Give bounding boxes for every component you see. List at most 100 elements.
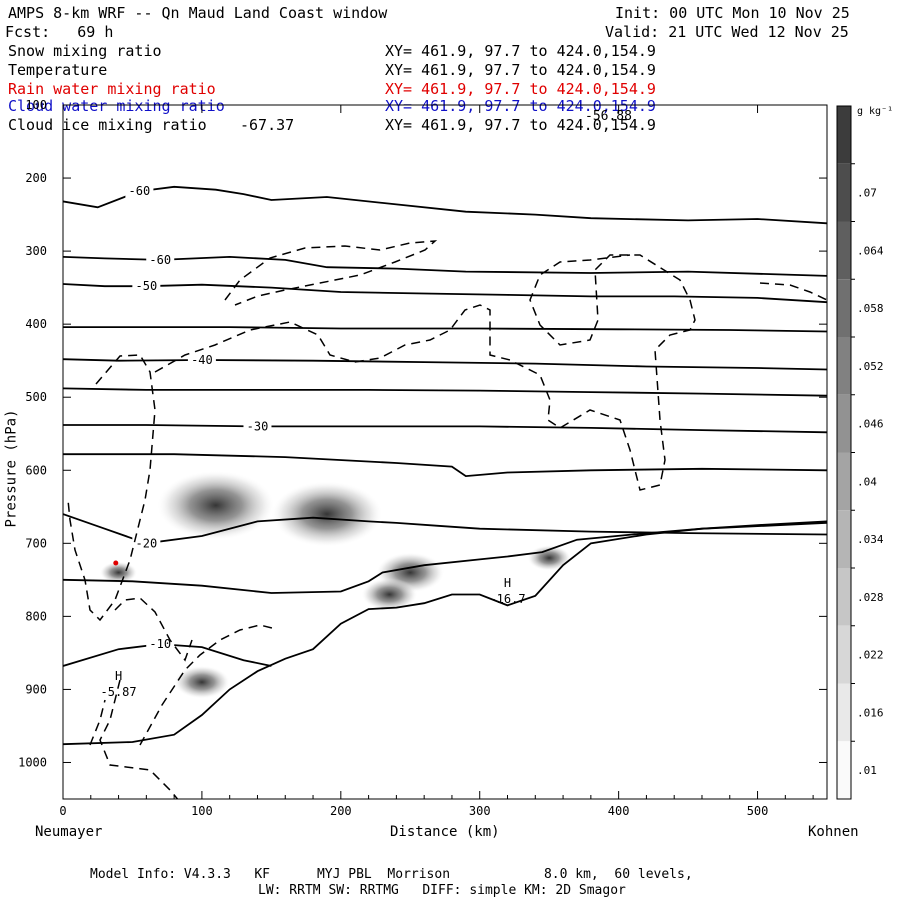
x-tick-label-3: 300 — [469, 804, 491, 818]
field-label-cloud-ice: Cloud ice mixing ratio — [8, 116, 207, 134]
cloud-ice-contour-5 — [139, 624, 273, 746]
contour-label-bg-4 — [187, 352, 216, 367]
cloud-ice-contour-6 — [89, 699, 106, 746]
colorbar-segment-6 — [837, 452, 851, 511]
y-tick-label-7: 800 — [25, 609, 47, 623]
contour-label-8: -20 — [136, 536, 158, 550]
snow-maximum-0 — [157, 471, 274, 540]
snow-maximum-1 — [271, 481, 382, 547]
field-xy-cloud-ice: XY= 461.9, 97.7 to 424.0,154.9 — [385, 116, 656, 134]
terrain-line — [63, 520, 827, 746]
init-time: Init: 00 UTC Mon 10 Nov 25 — [615, 4, 850, 22]
snow-maximum-4 — [527, 545, 571, 571]
high-marker-value-0: -5.87 — [101, 685, 137, 699]
contour-label-bg-10 — [146, 637, 175, 652]
contour-label-bg-0 — [125, 184, 154, 199]
high-marker-1: H — [504, 576, 511, 590]
colorbar-label-6: .034 — [857, 533, 884, 546]
colorbar-label-0: .07 — [857, 187, 877, 200]
x-tick-label-2: 200 — [330, 804, 352, 818]
temperature-contour-6 — [63, 424, 827, 434]
high-marker-0: H — [115, 669, 122, 683]
x-tick-label-1: 100 — [191, 804, 213, 818]
snow-shading-layer — [100, 471, 571, 699]
y-tick-label-4: 500 — [25, 390, 47, 404]
field-label-temperature: Temperature — [8, 61, 108, 79]
colorbar-segment-7 — [837, 510, 851, 568]
field-xy-snow: XY= 461.9, 97.7 to 424.0,154.9 — [385, 42, 656, 60]
colorbar-label-2: .058 — [857, 302, 884, 315]
cloud-ice-contour-0 — [224, 240, 438, 306]
plot-frame — [62, 104, 828, 800]
colorbar-label-7: .028 — [857, 591, 884, 604]
colorbar-label-4: .046 — [857, 418, 884, 431]
x-tick-label-4: 400 — [608, 804, 630, 818]
colorbar-unit: g kg⁻¹ — [857, 106, 893, 117]
snow-maximum-5 — [174, 665, 230, 699]
colorbar-segment-0 — [837, 106, 851, 164]
contour-label-1: -60 — [149, 253, 171, 267]
temperature-contour-5 — [63, 387, 827, 397]
colorbar-label-9: .016 — [857, 706, 884, 719]
colorbar-label-10: .01 — [857, 764, 877, 777]
cloud-ice-contour-7 — [114, 597, 193, 662]
footer-physics-info: LW: RRTM SW: RRTMG DIFF: simple KM: 2D S… — [258, 883, 626, 898]
colorbar-segment-11 — [837, 741, 851, 799]
temperature-contour-layer: -60 -60 -50 -40 -30 -20 -10 H -5.87 H -16.7 — [63, 184, 827, 746]
x-tick-label-0: 0 — [59, 804, 66, 818]
contour-label-10: -10 — [149, 637, 171, 651]
temperature-contour-9 — [63, 522, 827, 594]
cloud-ice-contour-3 — [759, 282, 827, 301]
field-label-rain: Rain water mixing ratio — [8, 80, 216, 98]
y-tick-label-3: 400 — [25, 317, 47, 331]
chart-title: AMPS 8-km WRF -- Qn Maud Land Coast wind… — [8, 4, 388, 22]
cloud-ice-contour-2 — [154, 254, 696, 491]
contour-label-0: -60 — [129, 184, 151, 198]
field-xy-temperature: XY= 461.9, 97.7 to 424.0,154.9 — [385, 61, 656, 79]
contour-label-2: -50 — [136, 279, 158, 293]
overlap-value: -56.88 — [585, 109, 632, 124]
axes-layer: 0 100 200 300 400 500 100 200 300 400 500 600 700 800… — [18, 98, 827, 818]
rain-water-point — [113, 560, 119, 566]
temperature-contour-7 — [63, 453, 827, 478]
contour-label-bg-8 — [132, 536, 161, 551]
field-xy-rain: XY= 461.9, 97.7 to 424.0,154.9 — [385, 80, 656, 98]
y-tick-label-9: 1000 — [18, 755, 47, 769]
y-tick-label-0: 100 — [25, 98, 47, 112]
temperature-contour-1 — [63, 255, 827, 277]
colorbar-segment-1 — [837, 163, 851, 222]
x-tick-label-5: 500 — [747, 804, 769, 818]
temperature-contour-4 — [63, 358, 827, 371]
forecast-hour: Fcst: 69 h — [5, 23, 114, 41]
colorbar-label-5: .04 — [857, 475, 877, 488]
contour-label-4: -40 — [191, 353, 213, 367]
colorbar-label-8: .022 — [857, 649, 884, 662]
temperature-contour-0 — [63, 185, 827, 225]
valid-time: Valid: 21 UTC Wed 12 Nov 25 — [605, 23, 849, 41]
colorbar-segment-9 — [837, 625, 851, 684]
y-tick-label-5: 600 — [25, 463, 47, 477]
colorbar: .07 .064 .058 .052 .046 .04 .034 .028 .022 .016 .0… — [836, 105, 893, 800]
temperature-contour-10 — [63, 643, 272, 667]
contour-label-bg-1 — [146, 252, 175, 267]
cloud-ice-contour-4 — [99, 679, 179, 799]
colorbar-label-1: .064 — [857, 244, 884, 257]
y-tick-label-2: 300 — [25, 244, 47, 258]
y-tick-label-6: 700 — [25, 536, 47, 550]
colorbar-segment-8 — [837, 568, 851, 626]
x-start-label: Neumayer — [35, 824, 103, 840]
y-tick-label-1: 200 — [25, 171, 47, 185]
y-tick-label-8: 900 — [25, 682, 47, 696]
field-label-snow: Snow mixing ratio — [8, 42, 162, 60]
x-end-label: Kohnen — [808, 824, 859, 840]
colorbar-segment-4 — [837, 337, 851, 395]
temperature-contour-2 — [63, 283, 827, 304]
field-xy-cloud-water: XY= 461.9, 97.7 to 424.0,154.9 — [385, 97, 656, 115]
field-label-cloud-water: Cloud water mixing ratio — [8, 97, 225, 115]
colorbar-segment-5 — [837, 394, 851, 453]
colorbar-label-3: .052 — [857, 360, 884, 373]
contour-label-bg-2 — [132, 279, 161, 294]
contour-label-bg-6 — [243, 419, 272, 434]
x-axis-label: Distance (km) — [390, 824, 500, 840]
